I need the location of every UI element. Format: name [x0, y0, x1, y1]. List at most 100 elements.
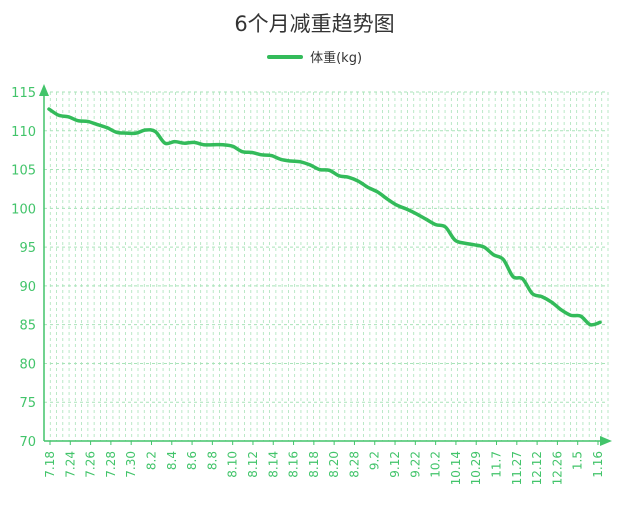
data-point[interactable] [366, 185, 370, 189]
data-point[interactable] [95, 123, 99, 127]
y-tick-label: 115 [11, 86, 36, 101]
x-tick-label: 10.14 [449, 451, 463, 485]
data-point[interactable] [414, 212, 418, 216]
data-point[interactable] [443, 225, 447, 229]
data-point[interactable] [182, 141, 186, 145]
x-tick-label: 8.16 [287, 451, 301, 478]
data-point[interactable] [453, 238, 457, 242]
data-point[interactable] [472, 243, 476, 247]
y-tick-label: 100 [11, 202, 36, 217]
data-point[interactable] [395, 203, 399, 207]
legend-swatch [266, 54, 303, 59]
y-tick-label: 110 [11, 125, 36, 140]
x-tick-label: 8.4 [165, 451, 179, 470]
y-tick-labels: 70 75 80 85 90 95 100 105 110 115 [11, 86, 36, 450]
x-tick-label: 7.26 [84, 451, 98, 478]
x-tick-label: 9.12 [388, 451, 402, 478]
data-point[interactable] [347, 175, 351, 179]
data-point[interactable] [405, 207, 409, 211]
y-tick-label: 75 [19, 396, 36, 411]
x-tick-label: 8.28 [347, 451, 361, 478]
data-point[interactable] [463, 241, 467, 245]
data-point[interactable] [47, 107, 51, 111]
data-point[interactable] [569, 313, 573, 317]
data-point[interactable] [521, 277, 525, 281]
x-tick-label: 12.12 [530, 451, 544, 485]
data-point[interactable] [289, 159, 293, 163]
data-point[interactable] [598, 320, 602, 324]
axis-layer [39, 84, 612, 446]
data-point[interactable] [559, 308, 563, 312]
data-point[interactable] [376, 190, 380, 194]
data-point[interactable] [588, 323, 592, 327]
x-tick-label: 9.2 [368, 451, 382, 470]
y-axis-arrow [39, 84, 49, 96]
data-point[interactable] [511, 275, 515, 279]
x-axis-arrow [600, 436, 612, 446]
data-point[interactable] [269, 154, 273, 158]
y-tick-label: 90 [19, 280, 36, 295]
data-point[interactable] [86, 119, 90, 123]
data-point[interactable] [250, 150, 254, 154]
data-point[interactable] [115, 130, 119, 134]
data-point[interactable] [356, 179, 360, 183]
data-point[interactable] [134, 131, 138, 135]
legend[interactable]: 体重(kg) [0, 47, 629, 66]
data-point[interactable] [144, 128, 148, 132]
x-tick-label: 9.22 [408, 451, 422, 478]
data-point[interactable] [279, 157, 283, 161]
x-tick-label: 8.18 [307, 451, 321, 478]
x-tick-label: 10.2 [429, 451, 443, 478]
data-point[interactable] [163, 141, 167, 145]
data-point[interactable] [327, 168, 331, 172]
data-point[interactable] [298, 160, 302, 164]
data-point[interactable] [231, 144, 235, 148]
data-point[interactable] [221, 143, 225, 147]
data-point[interactable] [211, 143, 215, 147]
data-point[interactable] [434, 223, 438, 227]
data-point[interactable] [482, 245, 486, 249]
data-point[interactable] [105, 126, 109, 130]
x-tick-label: 8.10 [226, 451, 240, 478]
y-tick-label: 85 [19, 319, 36, 334]
y-tick-label: 70 [19, 435, 36, 450]
data-point[interactable] [66, 115, 70, 119]
chart-title: 6个月减重趋势图 [234, 12, 395, 36]
data-point[interactable] [501, 258, 505, 262]
data-point[interactable] [153, 130, 157, 134]
x-tick-label: 10.29 [469, 451, 483, 485]
data-point[interactable] [424, 217, 428, 221]
x-tick-label: 12.26 [550, 451, 564, 485]
data-point[interactable] [124, 131, 128, 135]
y-tick-label: 80 [19, 357, 36, 372]
x-tick-label: 7.24 [63, 451, 77, 478]
data-point[interactable] [318, 168, 322, 172]
x-tick-label: 7.18 [43, 451, 57, 478]
data-point[interactable] [202, 143, 206, 147]
data-point[interactable] [76, 119, 80, 123]
data-point[interactable] [337, 174, 341, 178]
data-point[interactable] [550, 300, 554, 304]
grid-layer [44, 91, 609, 441]
data-point[interactable] [57, 113, 61, 117]
data-point[interactable] [492, 253, 496, 257]
data-point[interactable] [530, 292, 534, 296]
y-tick-label: 95 [19, 241, 36, 256]
x-tick-label: 7.30 [124, 451, 138, 478]
x-tick-label: 7.28 [104, 451, 118, 478]
series-line-weight[interactable] [47, 107, 602, 327]
data-point[interactable] [240, 150, 244, 154]
x-tick-label: 1.16 [591, 451, 605, 478]
y-tick-label: 105 [11, 164, 36, 179]
data-point[interactable] [260, 153, 264, 157]
data-point[interactable] [385, 197, 389, 201]
data-point[interactable] [579, 314, 583, 318]
data-point[interactable] [540, 295, 544, 299]
x-tick-label: 8.2 [144, 451, 158, 470]
data-point[interactable] [192, 140, 196, 144]
x-tick-label: 1.5 [571, 451, 585, 470]
data-point[interactable] [173, 140, 177, 144]
data-point[interactable] [308, 163, 312, 167]
x-tick-label: 8.14 [266, 451, 280, 478]
